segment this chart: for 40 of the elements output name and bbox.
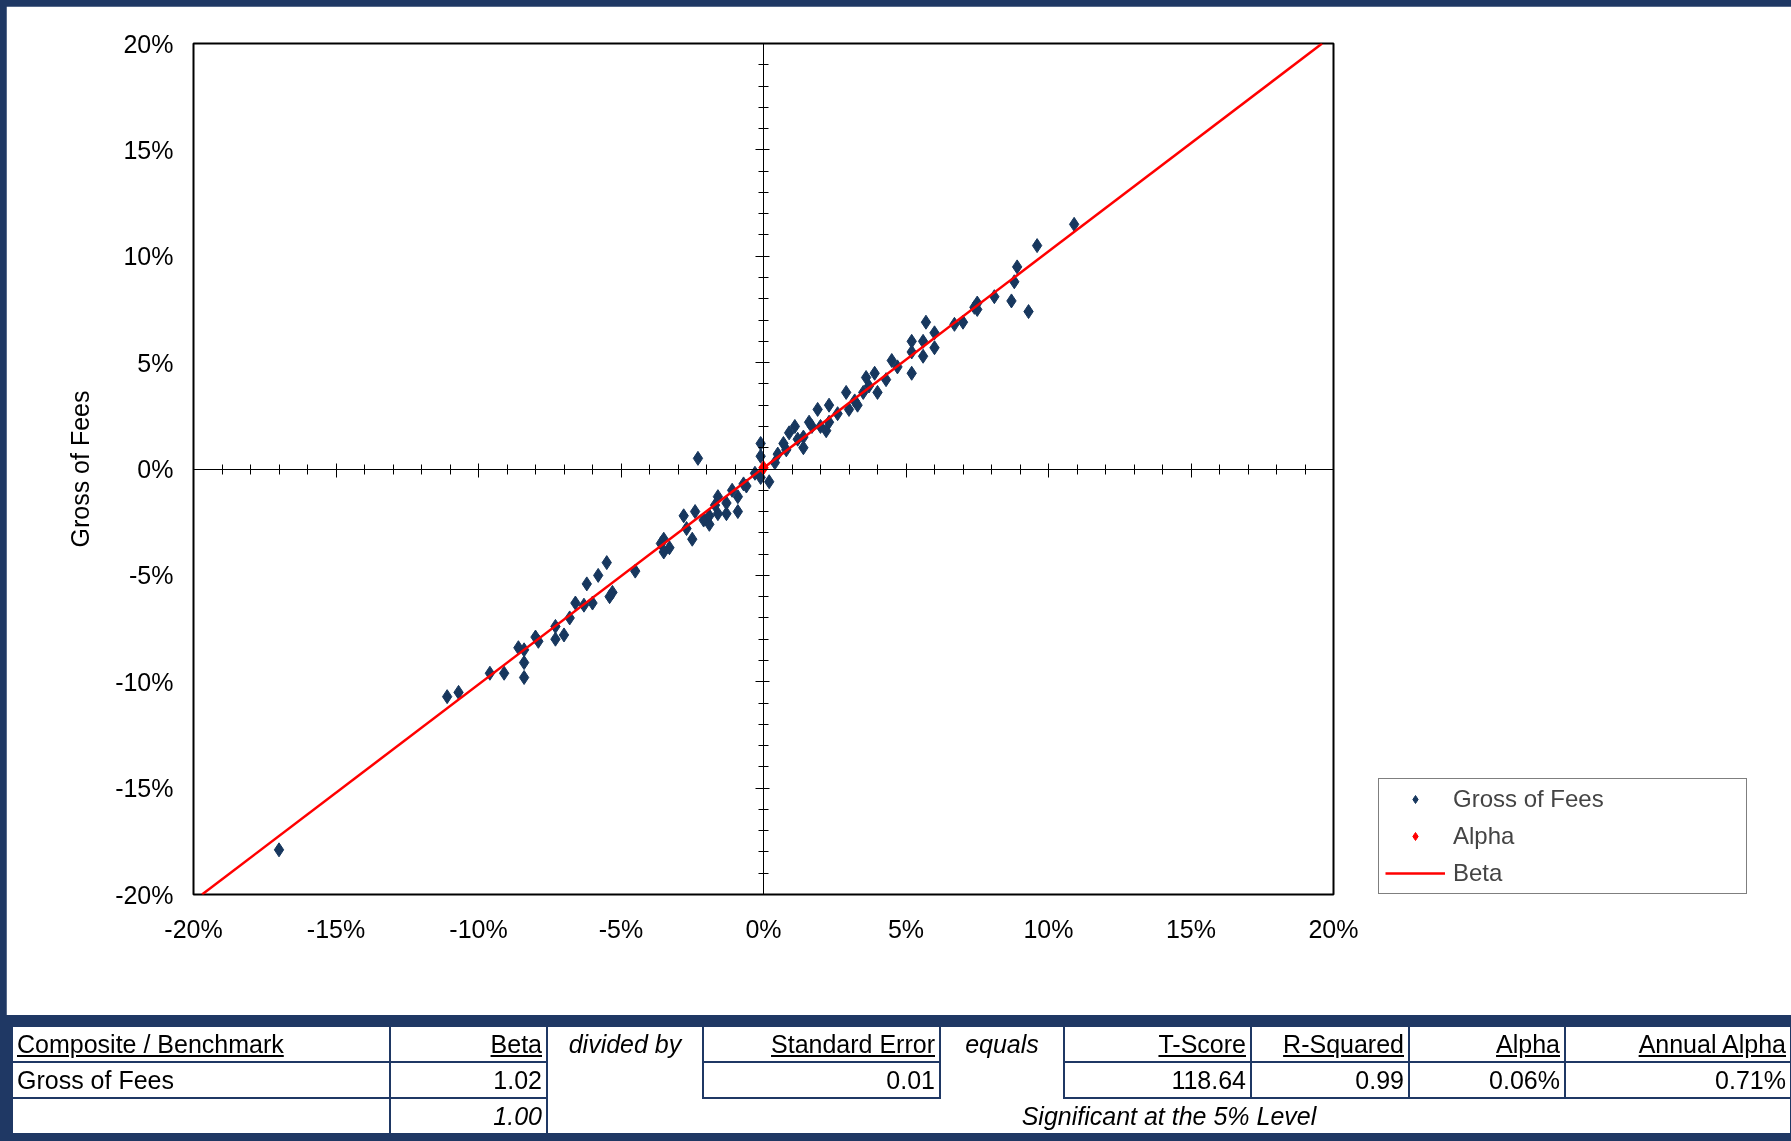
legend-label: Beta (1453, 859, 1504, 887)
x-tick-label: -10% (449, 914, 508, 943)
text: 118.64 (1064, 1062, 1251, 1098)
text: 0.71% (1565, 1062, 1791, 1098)
y-tick-label: -10% (115, 667, 174, 696)
text: Alpha (1496, 1029, 1560, 1058)
text: 0.01 (703, 1062, 940, 1098)
x-tick-label: 15% (1165, 914, 1217, 943)
text: Composite / Benchmark (17, 1029, 284, 1058)
legend-label: Alpha (1453, 822, 1516, 850)
x-tick-label: 0% (745, 914, 782, 943)
text: 1.02 (390, 1062, 547, 1098)
x-tick-label: -5% (598, 914, 644, 943)
y-tick-label: 0% (137, 455, 174, 483)
text: 0.99 (1251, 1062, 1409, 1098)
y-tick-label: -15% (115, 774, 174, 803)
y-tick-label: 20% (123, 29, 174, 58)
text: R-Squared (1283, 1029, 1404, 1058)
x-tick-label: -20% (164, 914, 223, 943)
text: 1.00 (390, 1098, 547, 1134)
y-tick-label: 5% (137, 348, 174, 377)
text: Beta (490, 1029, 542, 1058)
x-tick-label: 5% (887, 914, 925, 943)
y-tick-label: 15% (123, 135, 174, 164)
y-tick-label: -5% (129, 561, 174, 590)
text: 0.06% (1409, 1062, 1565, 1098)
text: equals (940, 1026, 1064, 1062)
x-tick-label: 20% (1308, 914, 1359, 943)
text: Annual Alpha (1638, 1029, 1786, 1058)
x-tick-label: 10% (1023, 914, 1074, 943)
text: Standard Error (771, 1029, 935, 1058)
text: T-Score (1158, 1029, 1246, 1058)
y-axis-title: Gross of Fees (66, 390, 95, 548)
legend-label: Gross of Fees (1453, 785, 1605, 813)
y-tick-label: -20% (115, 880, 174, 909)
text: Significant at the 5% Level (547, 1098, 1791, 1134)
y-tick-label: 10% (123, 242, 174, 271)
text: divided by (547, 1026, 703, 1062)
x-tick-label: -15% (306, 914, 366, 943)
text: Gross of Fees (12, 1062, 390, 1098)
